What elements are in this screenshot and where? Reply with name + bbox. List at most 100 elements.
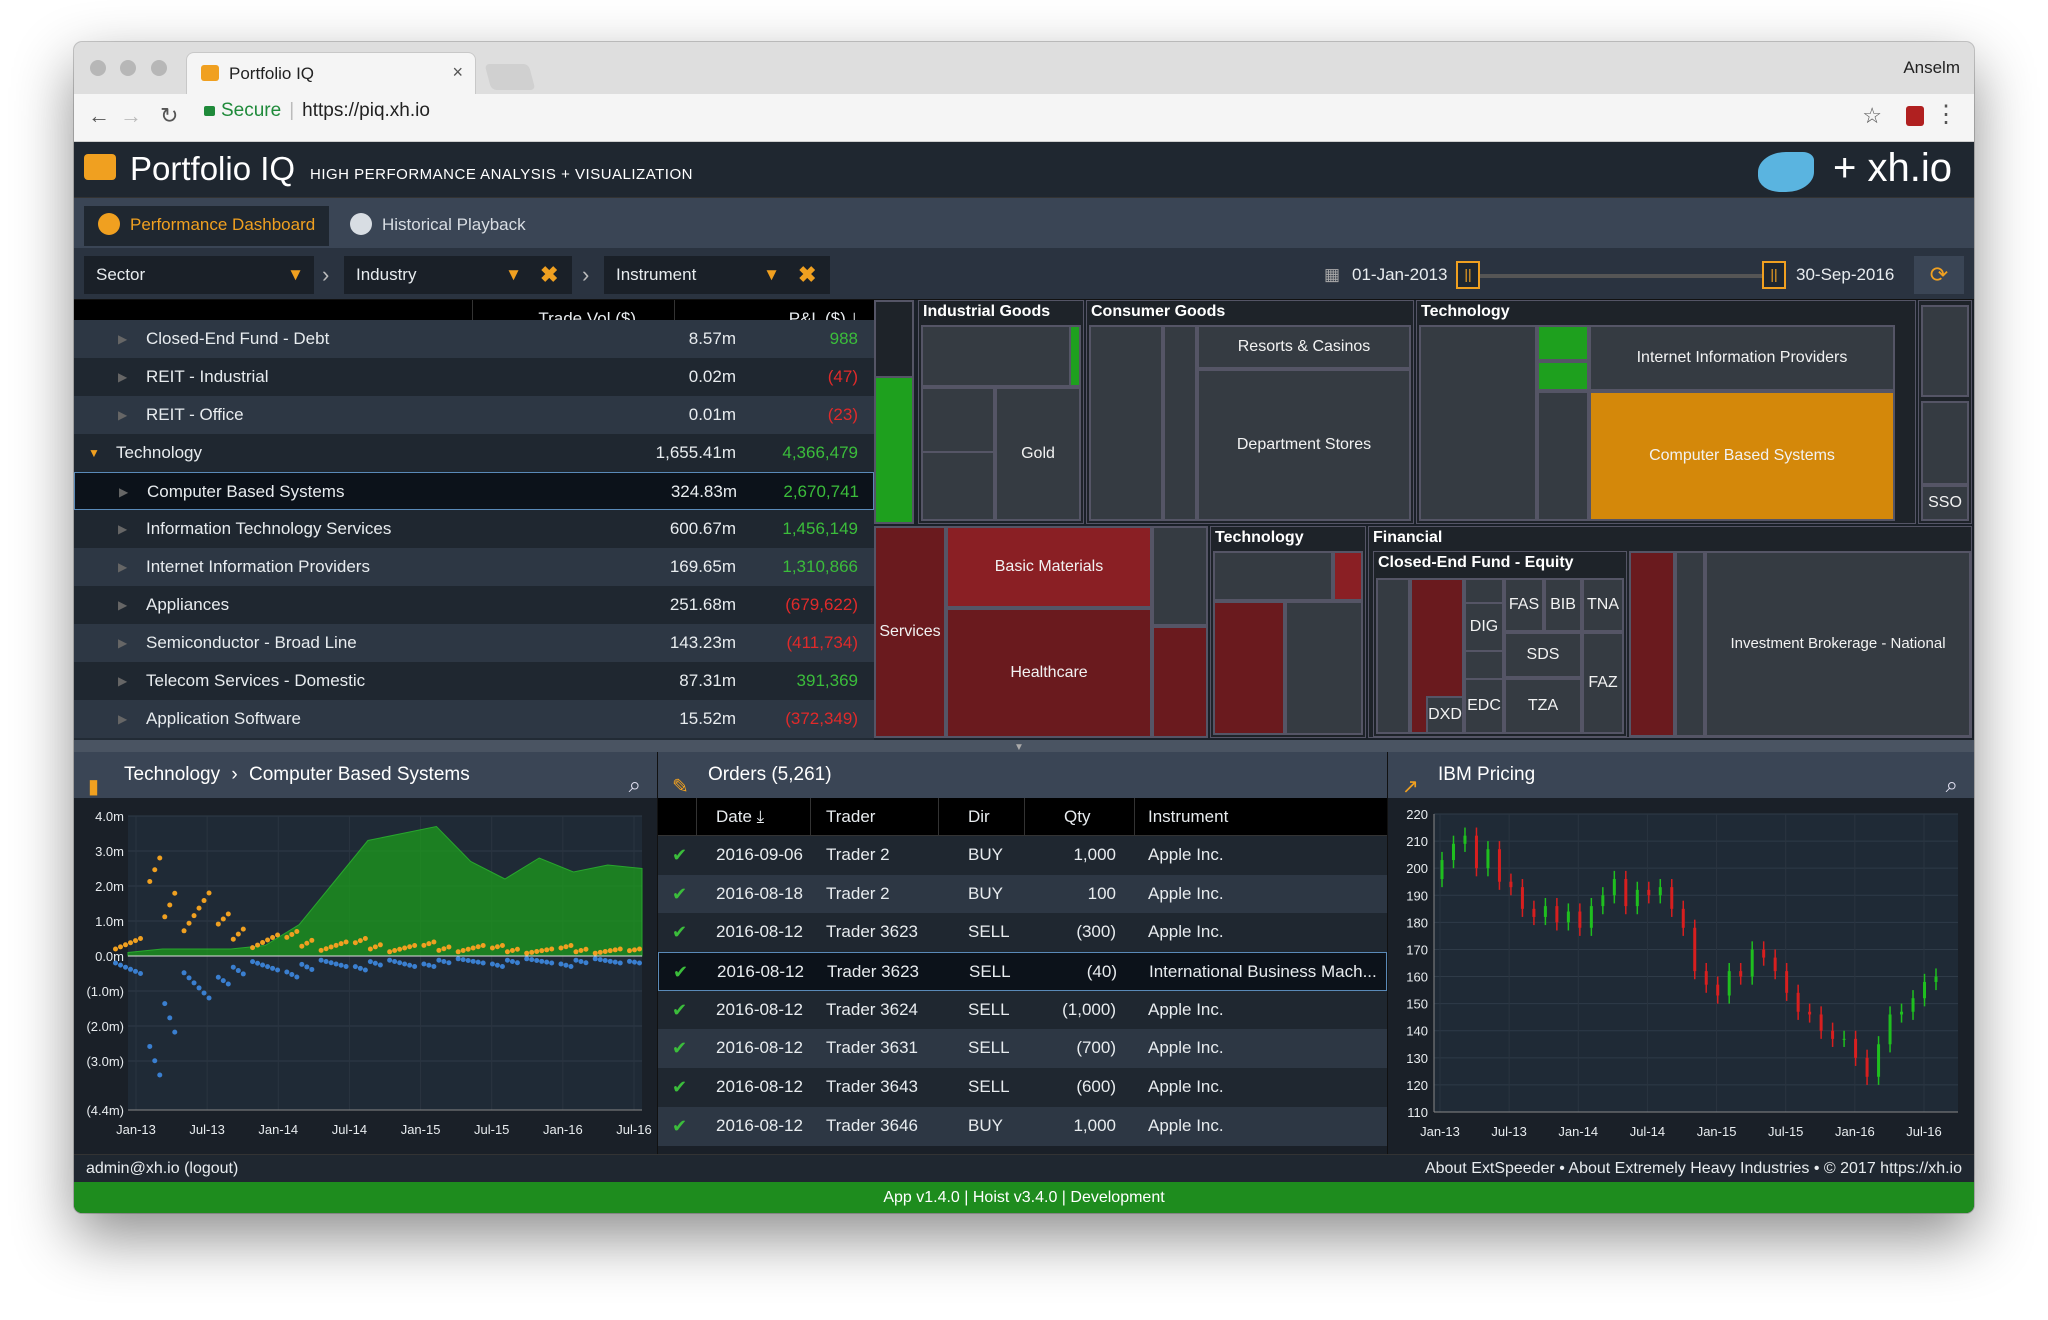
col-dir[interactable]: Dir (968, 807, 990, 826)
expand-icon[interactable]: ▶ (119, 485, 129, 499)
maximize-window-button[interactable] (150, 60, 167, 76)
expand-icon[interactable]: ▶ (118, 332, 128, 346)
remove-industry-icon[interactable]: ✖ (540, 262, 559, 287)
extension-icon[interactable] (1906, 106, 1924, 126)
expand-icon[interactable]: ▶ (118, 560, 128, 574)
order-row[interactable]: ✔ 2016-08-12 Trader 3646 BUY 1,000 Apple Inc. (658, 1106, 1387, 1146)
grid-row[interactable]: ▶ REIT - Industrial 0.02m (47) (74, 358, 874, 396)
order-row[interactable]: ✔ 2016-08-18 Trader 2 BUY 100 Apple Inc. (658, 874, 1387, 914)
expand-icon[interactable]: ▶ (118, 712, 128, 726)
user-logout-link[interactable]: admin@xh.io (logout) (86, 1160, 239, 1177)
grid-row[interactable]: ▶ Internet Information Providers 169.65m 1,… (74, 548, 874, 586)
minimize-window-button[interactable] (120, 60, 137, 76)
expand-icon[interactable]: ▶ (118, 636, 128, 650)
treemap-cell[interactable] (1921, 401, 1969, 485)
date-range-slider[interactable]: || || (1456, 261, 1786, 289)
tab-performance-dashboard[interactable]: Performance Dashboard (84, 206, 330, 246)
treemap-cell[interactable] (1333, 551, 1363, 601)
order-row[interactable]: ✔ 2016-08-12 Trader 3643 SELL (600) Apple Inc… (658, 1068, 1387, 1107)
instrument-dropdown[interactable]: Instrument ▼ (604, 256, 790, 294)
treemap-cell[interactable] (1213, 601, 1285, 735)
tab-historical-playback[interactable]: Historical Playback (336, 206, 540, 246)
profile-name[interactable]: Anselm (1903, 58, 1960, 77)
slider-start-handle[interactable]: || (1456, 261, 1480, 289)
expand-icon[interactable]: ▶ (118, 674, 128, 688)
treemap-cell[interactable] (1089, 325, 1163, 521)
treemap-dig[interactable]: DIG (1464, 602, 1504, 652)
treemap-cell[interactable] (1285, 601, 1363, 735)
grid-row[interactable]: ▶ Appliances 251.68m (679,622) (74, 586, 874, 624)
treemap-edc[interactable]: EDC (1464, 678, 1504, 734)
treemap-cell[interactable] (1376, 578, 1410, 734)
order-row[interactable]: ✔ 2016-08-12 Trader 3631 SELL (700) Apple Inc… (658, 1029, 1387, 1069)
treemap-cell[interactable] (1152, 526, 1208, 626)
search-icon[interactable]: ⌕ (628, 772, 641, 797)
url-field[interactable]: Secure | https://piq.xh.io (196, 100, 1894, 134)
search-icon[interactable]: ⌕ (1945, 772, 1958, 797)
grid-row[interactable]: ▶ Telecom Services - Domestic 87.31m 391,36… (74, 662, 874, 700)
treemap-resorts-casinos[interactable]: Resorts & Casinos (1197, 325, 1411, 369)
treemap-cell[interactable] (1675, 551, 1705, 737)
col-trader[interactable]: Trader (826, 807, 876, 826)
treemap-fas[interactable]: FAS (1504, 578, 1544, 632)
collapse-icon[interactable]: ▼ (1014, 742, 1024, 753)
new-tab-button[interactable] (484, 64, 536, 90)
treemap-cell[interactable] (1537, 361, 1589, 391)
treemap-cell[interactable] (1419, 325, 1537, 521)
treemap-cell[interactable] (1069, 325, 1081, 387)
reload-icon[interactable]: ↻ (160, 103, 179, 128)
treemap-sds[interactable]: SDS (1504, 632, 1582, 678)
treemap-cell[interactable] (1152, 626, 1208, 738)
grid-row[interactable]: ▶ Semiconductor - Broad Line 143.23m (411,7… (74, 624, 874, 662)
sector-dropdown[interactable]: Sector ▼ (84, 256, 314, 294)
grid-row[interactable]: ▼ Technology 1,655.41m 4,366,479 (74, 434, 874, 472)
bookmark-star-icon[interactable]: ☆ (1862, 103, 1882, 128)
treemap-gold[interactable]: Gold (995, 387, 1081, 521)
refresh-button[interactable]: ⟳ (1914, 256, 1964, 294)
treemap-cell[interactable] (1163, 325, 1197, 521)
grid-row[interactable]: ▶ Information Technology Services 600.67m 1… (74, 510, 874, 548)
grid-row[interactable]: ▶ REIT - Office 0.01m (23) (74, 396, 874, 434)
grid-row[interactable]: ▶ Application Software 15.52m (372,349) (74, 700, 874, 738)
treemap-sso[interactable]: SSO (1921, 485, 1969, 521)
treemap-cell[interactable] (921, 325, 1071, 387)
treemap-computer-based-systems[interactable]: Computer Based Systems (1589, 391, 1895, 521)
close-tab-icon[interactable]: × (452, 62, 463, 82)
browser-menu-icon[interactable]: ⋮ (1934, 101, 1958, 128)
treemap-department-stores[interactable]: Department Stores (1197, 369, 1411, 521)
order-row[interactable]: ✔ 2016-08-12 Trader 3623 SELL (300) Apple Inc… (658, 913, 1387, 953)
treemap-cell[interactable] (921, 451, 995, 521)
expand-icon[interactable]: ▶ (118, 408, 128, 422)
treemap-cell[interactable] (1921, 305, 1969, 397)
about-links[interactable]: About ExtSpeeder • About Extremely Heavy… (1424, 1160, 1962, 1177)
treemap-internet-information-providers[interactable]: Internet Information Providers (1589, 325, 1895, 391)
treemap-cell[interactable] (1629, 551, 1675, 737)
expanded-icon[interactable]: ▼ (88, 446, 100, 460)
grid-row[interactable]: ▶ Computer Based Systems 324.83m 2,670,741 (74, 472, 874, 510)
treemap-cell[interactable] (1537, 391, 1589, 521)
treemap-tna[interactable]: TNA (1582, 578, 1624, 632)
treemap-healthcare[interactable]: Healthcare (946, 608, 1152, 738)
treemap-investment-brokerage[interactable]: Investment Brokerage - National (1705, 551, 1971, 737)
col-qty[interactable]: Qty (1064, 807, 1091, 826)
close-window-button[interactable] (90, 60, 106, 76)
browser-tab[interactable]: Portfolio IQ × (186, 52, 476, 94)
expand-icon[interactable]: ▶ (118, 598, 128, 612)
treemap-cell[interactable] (1537, 325, 1589, 361)
order-row[interactable]: ✔ 2016-09-06 Trader 2 BUY 1,000 Apple Inc. (658, 836, 1387, 875)
order-row[interactable]: ✔ 2016-08-12 Trader 3624 SELL (1,000) Apple I… (658, 990, 1387, 1030)
remove-instrument-icon[interactable]: ✖ (798, 262, 817, 287)
grid-row[interactable]: ▶ Closed-End Fund - Debt 8.57m 988 (74, 320, 874, 358)
treemap-cell[interactable] (874, 376, 914, 524)
expand-icon[interactable]: ▶ (118, 522, 128, 536)
treemap-dxd[interactable]: DXD (1426, 696, 1464, 734)
expand-icon[interactable]: ▶ (118, 370, 128, 384)
slider-end-handle[interactable]: || (1762, 261, 1786, 289)
panel-splitter[interactable]: ▼ (74, 740, 1974, 753)
treemap-faz[interactable]: FAZ (1582, 632, 1624, 734)
treemap-cell[interactable] (1213, 551, 1333, 601)
col-instrument[interactable]: Instrument (1148, 807, 1229, 826)
treemap-tza[interactable]: TZA (1504, 678, 1582, 734)
order-row[interactable]: ✔ 2016-08-12 Trader 3623 SELL (40) Internatio… (658, 952, 1387, 991)
back-icon[interactable]: ← (88, 103, 110, 128)
